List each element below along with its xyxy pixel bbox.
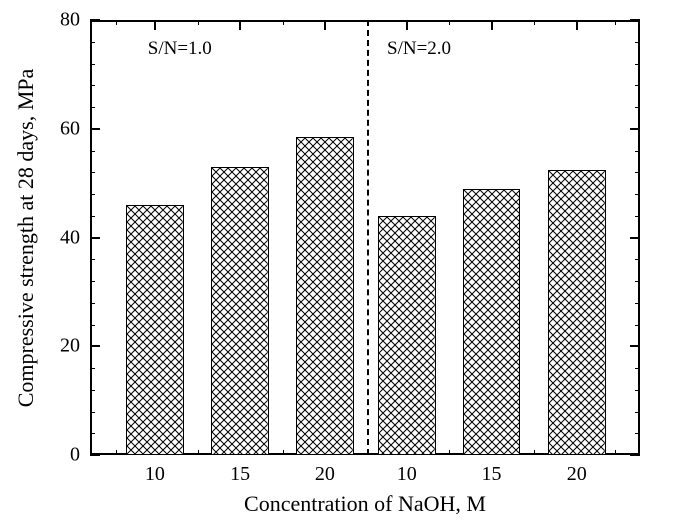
- y-minor-tick: [90, 412, 95, 413]
- x-tick-label: 20: [315, 463, 335, 486]
- y-axis-title: Compressive strength at 28 days, MPa: [13, 68, 39, 407]
- x-minor-tick: [198, 450, 199, 455]
- y-minor-tick: [90, 64, 95, 65]
- panel-annotation: S/N=1.0: [148, 38, 212, 60]
- x-tick: [324, 20, 326, 30]
- bar: [126, 205, 184, 455]
- x-tick-label: 15: [230, 463, 250, 486]
- y-tick: [630, 345, 640, 347]
- y-minor-tick: [635, 194, 640, 195]
- x-tick: [154, 20, 156, 30]
- axis-line: [90, 20, 640, 22]
- bar: [548, 170, 606, 455]
- x-minor-tick: [449, 450, 450, 455]
- y-minor-tick: [635, 390, 640, 391]
- y-minor-tick: [90, 42, 95, 43]
- y-minor-tick: [90, 259, 95, 260]
- y-minor-tick: [635, 216, 640, 217]
- x-minor-tick: [198, 20, 199, 25]
- y-tick-label: 20: [60, 335, 80, 358]
- y-tick-label: 40: [60, 226, 80, 249]
- y-minor-tick: [90, 194, 95, 195]
- x-minor-tick: [534, 450, 535, 455]
- y-minor-tick: [635, 107, 640, 108]
- y-minor-tick: [635, 412, 640, 413]
- y-minor-tick: [635, 433, 640, 434]
- y-tick: [630, 128, 640, 130]
- y-tick: [90, 345, 100, 347]
- y-minor-tick: [635, 85, 640, 86]
- y-minor-tick: [635, 42, 640, 43]
- x-tick-label: 20: [567, 463, 587, 486]
- x-tick-label: 10: [397, 463, 417, 486]
- x-tick: [406, 20, 408, 30]
- y-minor-tick: [90, 390, 95, 391]
- y-minor-tick: [90, 281, 95, 282]
- y-tick-label: 80: [60, 9, 80, 32]
- y-minor-tick: [90, 433, 95, 434]
- bar: [296, 137, 354, 455]
- y-tick: [630, 237, 640, 239]
- x-tick: [239, 20, 241, 30]
- x-axis-title: Concentration of NaOH, M: [244, 491, 486, 517]
- x-minor-tick: [283, 450, 284, 455]
- x-minor-tick: [534, 20, 535, 25]
- y-minor-tick: [90, 172, 95, 173]
- y-tick: [90, 454, 100, 456]
- x-minor-tick: [283, 20, 284, 25]
- x-minor-tick: [615, 450, 616, 455]
- y-minor-tick: [90, 151, 95, 152]
- panel-annotation: S/N=2.0: [387, 38, 451, 60]
- y-minor-tick: [635, 151, 640, 152]
- x-tick-label: 15: [482, 463, 502, 486]
- y-tick: [90, 19, 100, 21]
- x-tick: [491, 20, 493, 30]
- x-minor-tick: [116, 20, 117, 25]
- y-minor-tick: [635, 64, 640, 65]
- y-minor-tick: [635, 259, 640, 260]
- y-minor-tick: [90, 216, 95, 217]
- y-tick: [630, 454, 640, 456]
- bar: [211, 167, 269, 455]
- y-minor-tick: [90, 85, 95, 86]
- y-minor-tick: [635, 325, 640, 326]
- y-minor-tick: [90, 325, 95, 326]
- y-tick: [90, 128, 100, 130]
- y-minor-tick: [90, 303, 95, 304]
- bar: [463, 189, 521, 455]
- bar: [378, 216, 436, 455]
- x-minor-tick: [615, 20, 616, 25]
- y-minor-tick: [90, 368, 95, 369]
- x-tick: [576, 20, 578, 30]
- y-minor-tick: [635, 281, 640, 282]
- y-minor-tick: [635, 368, 640, 369]
- bar-chart: Compressive strength at 28 days, MPa Con…: [0, 0, 681, 530]
- panel-divider: [367, 20, 369, 455]
- y-minor-tick: [635, 303, 640, 304]
- y-minor-tick: [90, 107, 95, 108]
- x-minor-tick: [116, 450, 117, 455]
- y-tick: [630, 19, 640, 21]
- x-tick-label: 10: [145, 463, 165, 486]
- x-minor-tick: [449, 20, 450, 25]
- y-minor-tick: [635, 172, 640, 173]
- y-tick-label: 60: [60, 117, 80, 140]
- y-tick-label: 0: [70, 444, 80, 467]
- y-tick: [90, 237, 100, 239]
